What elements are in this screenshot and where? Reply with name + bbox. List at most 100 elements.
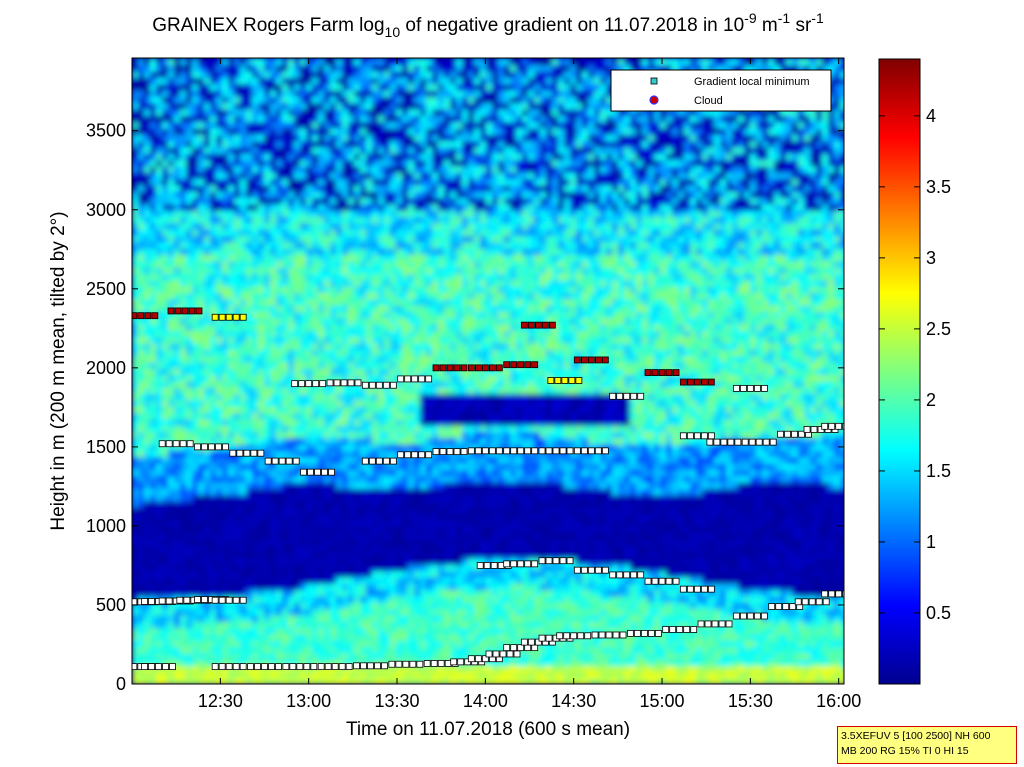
gradient-minimum-marker bbox=[340, 379, 348, 387]
gradient-minimum-marker bbox=[321, 468, 328, 476]
gradient-minimum-marker bbox=[317, 663, 325, 671]
gradient-minimum-marker bbox=[835, 422, 843, 430]
gradient-minimum-marker bbox=[404, 375, 412, 383]
gradient-minimum-marker bbox=[732, 612, 740, 620]
gradient-minimum-marker bbox=[700, 378, 708, 386]
colorbar-tick-label: 4 bbox=[926, 106, 936, 126]
gradient-minimum-marker bbox=[338, 663, 346, 671]
gradient-minimum-marker bbox=[169, 663, 176, 671]
gradient-minimum-marker bbox=[842, 422, 844, 430]
gradient-minimum-marker bbox=[609, 392, 617, 400]
gradient-minimum-marker bbox=[353, 662, 360, 670]
gradient-minimum-marker bbox=[662, 626, 670, 633]
gradient-minimum-marker bbox=[672, 577, 680, 585]
gradient-minimum-marker bbox=[552, 557, 560, 565]
y-tick-label: 2000 bbox=[86, 358, 126, 378]
gradient-minimum-marker bbox=[594, 566, 602, 574]
y-tick-label: 3500 bbox=[86, 121, 126, 141]
gradient-minimum-marker bbox=[481, 655, 489, 663]
gradient-minimum-marker bbox=[520, 321, 528, 329]
gradient-minimum-marker bbox=[605, 631, 613, 639]
gradient-minimum-marker bbox=[707, 585, 715, 593]
chart-title: GRAINEX Rogers Farm log10 of negative gr… bbox=[152, 10, 824, 40]
gradient-minimum-marker bbox=[651, 369, 659, 376]
gradient-minimum-marker bbox=[148, 598, 155, 605]
gradient-minimum-marker bbox=[331, 663, 339, 671]
gradient-minimum-marker bbox=[333, 379, 341, 387]
gradient-minimum-marker bbox=[651, 577, 659, 585]
gradient-minimum-marker bbox=[457, 658, 465, 666]
gradient-minimum-marker bbox=[381, 662, 388, 670]
gradient-minimum-marker bbox=[647, 630, 655, 637]
gradient-minimum-marker bbox=[389, 381, 397, 389]
gradient-minimum-marker bbox=[450, 658, 458, 666]
gradient-minimum-marker bbox=[700, 432, 708, 440]
gradient-minimum-marker bbox=[545, 557, 553, 565]
plot-frame bbox=[131, 57, 845, 685]
gradient-minimum-marker bbox=[416, 660, 424, 668]
gradient-minimum-marker bbox=[495, 364, 503, 372]
gradient-minimum-marker bbox=[686, 378, 694, 386]
gradient-minimum-marker bbox=[601, 566, 609, 574]
gradient-minimum-marker bbox=[148, 663, 155, 671]
gradient-minimum-marker bbox=[375, 457, 383, 465]
gradient-minimum-marker bbox=[821, 590, 829, 598]
gradient-minimum-marker bbox=[517, 361, 525, 369]
heatmap bbox=[132, 58, 844, 684]
gradient-minimum-marker bbox=[144, 312, 152, 320]
gradient-minimum-marker bbox=[534, 321, 542, 329]
gradient-minimum-marker bbox=[616, 392, 624, 400]
gradient-minimum-marker bbox=[791, 430, 798, 438]
x-tick-label: 15:00 bbox=[640, 691, 685, 711]
gradient-minimum-marker bbox=[132, 312, 138, 320]
gradient-minimum-marker bbox=[616, 571, 624, 579]
gradient-minimum-marker bbox=[510, 447, 518, 455]
gradient-minimum-marker bbox=[789, 603, 797, 610]
colorbar-tick-label: 1.5 bbox=[926, 461, 951, 481]
gradient-minimum-marker bbox=[201, 443, 208, 451]
gradient-minimum-marker bbox=[225, 596, 233, 604]
gradient-minimum-marker bbox=[746, 384, 754, 392]
gradient-minimum-marker bbox=[124, 313, 130, 319]
gradient-minimum-marker bbox=[510, 560, 518, 568]
gradient-minimum-marker bbox=[296, 663, 304, 671]
legend-label-minimum: Gradient local minimum bbox=[694, 76, 810, 88]
gradient-minimum-marker bbox=[580, 356, 588, 364]
gradient-minimum-marker bbox=[503, 644, 511, 652]
gradient-minimum-marker bbox=[524, 361, 532, 369]
gradient-minimum-marker bbox=[474, 364, 482, 372]
gradient-minimum-marker bbox=[174, 307, 182, 315]
gradient-minimum-marker bbox=[211, 663, 219, 671]
gradient-minimum-marker bbox=[467, 655, 475, 663]
gradient-minimum-marker bbox=[531, 447, 539, 455]
gradient-minimum-marker bbox=[527, 321, 535, 329]
gradient-minimum-marker bbox=[644, 369, 652, 376]
gradient-minimum-marker bbox=[679, 432, 687, 440]
gradient-minimum-marker bbox=[247, 663, 254, 671]
gradient-minimum-marker bbox=[601, 356, 609, 364]
gradient-minimum-marker bbox=[510, 361, 518, 369]
gradient-minimum-marker bbox=[741, 438, 749, 446]
gradient-minimum-marker bbox=[573, 566, 581, 574]
colorbar-tick-label: 1 bbox=[926, 532, 936, 552]
gradient-minimum-marker bbox=[402, 660, 410, 668]
gradient-minimum-marker bbox=[181, 307, 189, 315]
gradient-minimum-marker bbox=[552, 447, 560, 455]
gradient-minimum-marker bbox=[513, 650, 521, 658]
x-axis: 12:30 13:00 13:30 14:00 14:30 15:00 15:30 16:00 bbox=[198, 58, 861, 711]
gradient-minimum-marker bbox=[239, 663, 247, 671]
gradient-minimum-marker bbox=[375, 381, 383, 389]
gradient-minimum-marker bbox=[382, 381, 390, 389]
gradient-minimum-marker bbox=[367, 662, 374, 670]
gradient-minimum-marker bbox=[503, 560, 511, 568]
markers-layer bbox=[124, 307, 844, 671]
gradient-minimum-marker bbox=[326, 379, 334, 387]
gradient-minimum-marker bbox=[524, 560, 532, 568]
processing-info-box: 3.5XEFUV 5 [100 2500] NH 600 MB 200 RG 1… bbox=[837, 726, 1017, 764]
gradient-minimum-marker bbox=[194, 596, 201, 603]
gradient-minimum-marker bbox=[630, 571, 638, 579]
y-tick-label: 0 bbox=[116, 674, 126, 694]
gradient-minimum-marker bbox=[211, 596, 219, 604]
gradient-minimum-marker bbox=[566, 557, 574, 565]
gradient-minimum-marker bbox=[561, 377, 569, 384]
